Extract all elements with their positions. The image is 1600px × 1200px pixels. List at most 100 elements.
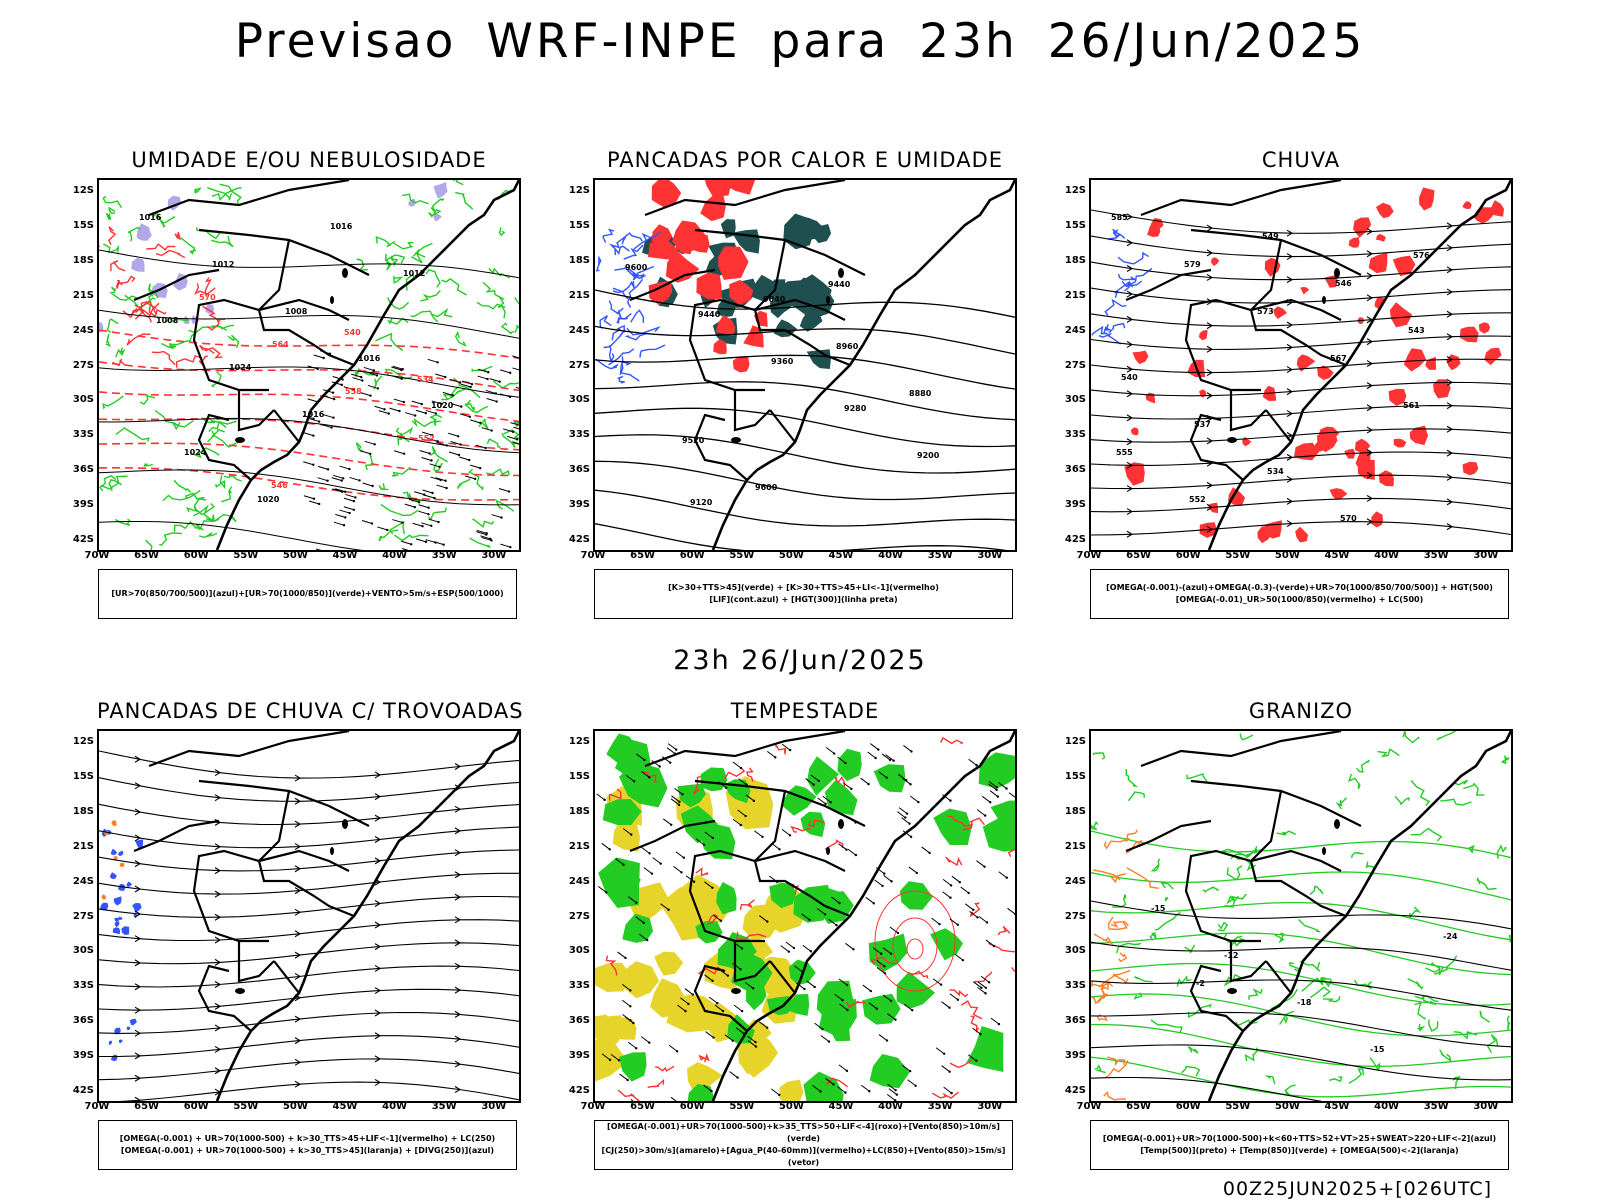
wind-vector-head [894,1018,897,1021]
lon-tick-label: 55W [1225,1101,1251,1112]
streamline-arrow [1206,392,1214,400]
wind-vector-head [457,435,460,438]
streamline-arrow [454,916,462,924]
lat-tick-label: 39S [1064,1050,1086,1062]
lon-tick-label: 35W [431,1101,457,1112]
humidity-contour-green [393,275,404,284]
lon-tick-label: 70W [1076,550,1102,561]
contour-line [1091,901,1511,941]
wind-vector [968,758,977,766]
wind-vector [733,1004,743,1012]
wind-vector [988,783,997,791]
water-vapor-contour [736,931,767,941]
humidity-contour-green [476,301,506,310]
wind-vector [442,391,453,396]
lon-tick-label: 65W [1126,550,1152,561]
wind-vector [415,538,427,543]
wind-vector [513,426,519,430]
wind-vector-head [398,409,401,413]
wind-vector [362,482,373,487]
wind-vector [652,857,662,865]
country-border [1250,849,1342,872]
humidity-contour-green [393,534,429,542]
streamline-arrow [454,871,462,879]
wind850-area-green [824,779,858,816]
omega500-contour-orange [1100,980,1114,991]
lat-tick-label: 36S [72,1015,94,1027]
water-vapor-contour [997,925,1011,936]
streamline-arrow [454,1060,462,1068]
lake [1227,437,1237,443]
wind-vector-head [904,816,907,819]
divergence-area-blue [126,881,133,888]
wind-vector-head [914,1084,917,1087]
streamline-arrow [1286,520,1294,528]
panel-3-title: CHUVA [1261,148,1341,172]
humidity-contour-green [454,330,467,348]
lat-tick-label: 18S [568,805,590,817]
country-border [192,790,291,943]
wind-vector-head [726,974,730,977]
streamline-arrow [214,958,222,966]
rain-area-red [1199,389,1207,398]
streamline-arrow [1366,494,1374,502]
instability-area-orange [113,856,118,861]
contour-label: -24 [1443,932,1458,941]
country-border [197,413,252,481]
wind-vector-head [711,979,714,983]
wind-vector [670,798,680,806]
water-vapor-contour [940,736,964,745]
contour-label: 1008 [285,307,308,316]
country-border [629,268,716,302]
contour-line [1091,979,1511,1011]
thickness-contour-red [134,308,153,323]
wind-vector [888,1088,898,1096]
lifted-index-contour-blue [611,324,626,341]
thickness-contour-red [108,226,117,246]
omega-contour-blue [1124,280,1143,292]
lat-tick-label: 15S [1064,770,1086,782]
divergence-area-blue [112,927,121,935]
country-border [644,731,846,768]
wind-vector [973,981,982,989]
contour-label: 546 [271,481,288,490]
water-vapor-contour [949,1058,974,1069]
wind-vector-head [711,836,715,840]
streamline-arrow [214,769,222,777]
streamline-arrow [1286,388,1294,396]
wind-vector [502,428,514,433]
lat-tick-label: 24S [568,324,590,336]
temp850-contour-green [1309,986,1331,999]
valid-time-label: 23h 26/Jun/2025 [673,645,927,676]
country-border [1184,239,1283,392]
lon-tick-label: 40W [878,550,904,561]
streamline-arrow [214,1024,222,1032]
contour-label: 1016 [139,213,162,222]
contour-label: 9360 [771,357,794,366]
humidity-contour-green [102,243,120,254]
contour-label: 1020 [431,401,454,410]
wind-vector [666,747,676,755]
lat-tick-label: 21S [568,289,590,301]
lake [731,437,741,443]
water-vapor-contour [947,815,974,827]
wind-vector-head [1014,913,1015,916]
wind-vector-head [869,989,873,993]
wind-vector-head [629,1019,632,1022]
wind-vector [459,456,470,461]
lifted-index-contour-blue [608,300,624,315]
contour-line [99,366,519,398]
wind-vector [766,750,776,758]
streamline-arrow [134,860,142,868]
wind-vector [513,441,519,445]
country-border [753,309,851,367]
wind-vector-head [369,394,372,397]
temp850-contour-green [1284,1084,1296,1096]
rain-area-red [1329,488,1348,500]
wind-vector [868,1002,878,1010]
humidity-contour-green [108,206,116,214]
wind-vector [331,477,342,482]
wind-vector-head [754,1040,757,1044]
wind-vector-head [643,758,646,762]
wind-vector-head [744,814,747,818]
